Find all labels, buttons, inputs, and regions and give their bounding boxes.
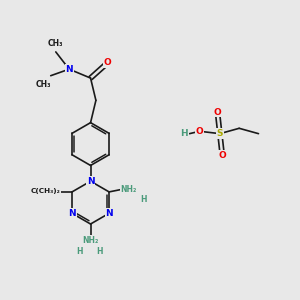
Text: H: H bbox=[96, 247, 103, 256]
Text: H: H bbox=[76, 247, 83, 256]
Text: H: H bbox=[141, 195, 147, 204]
Text: NH₂: NH₂ bbox=[120, 185, 136, 194]
Text: O: O bbox=[218, 151, 226, 160]
Text: C(CH₃)₂: C(CH₃)₂ bbox=[30, 188, 60, 194]
Text: N: N bbox=[105, 209, 113, 218]
Text: CH₃: CH₃ bbox=[35, 80, 51, 88]
Text: NH₂: NH₂ bbox=[82, 236, 99, 245]
Text: CH₃: CH₃ bbox=[47, 39, 63, 48]
Text: N: N bbox=[68, 209, 76, 218]
Text: O: O bbox=[196, 127, 203, 136]
Text: S: S bbox=[217, 129, 223, 138]
Text: N: N bbox=[65, 65, 73, 74]
Text: N: N bbox=[87, 177, 94, 186]
Text: O: O bbox=[214, 108, 221, 117]
Text: O: O bbox=[104, 58, 112, 67]
Text: H: H bbox=[180, 129, 188, 138]
